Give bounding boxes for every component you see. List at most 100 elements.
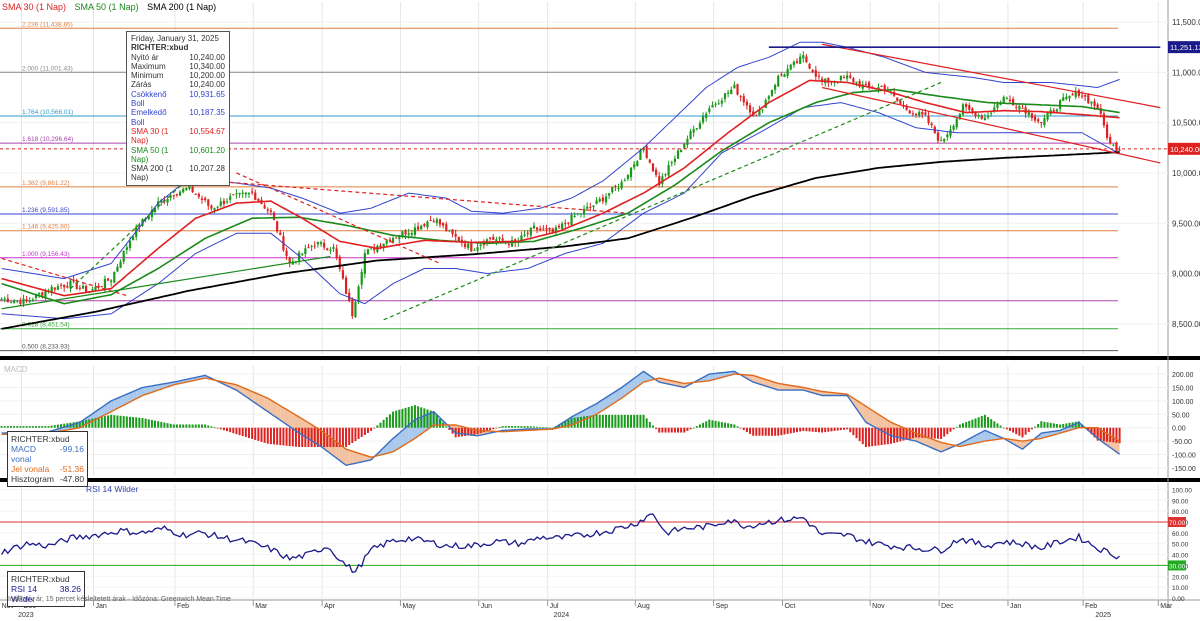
candle-body [229, 196, 231, 200]
candle-body [724, 93, 726, 99]
histogram-bar [1034, 427, 1036, 428]
candle-body [379, 245, 381, 247]
x-tick-label: May [402, 603, 416, 610]
x-tick-label: Jul [550, 603, 559, 610]
y-tick-label: 9,500.00 [1172, 219, 1200, 228]
histogram-bar [289, 428, 291, 446]
candle-body [357, 287, 359, 302]
histogram-bar [182, 424, 184, 427]
candle-body [855, 82, 857, 83]
candle-body [530, 228, 532, 236]
candle-body [953, 126, 955, 130]
histogram-bar [508, 426, 510, 428]
histogram-bar [990, 419, 992, 428]
histogram-bar [1028, 428, 1030, 432]
candle-body [649, 160, 651, 163]
y-tick-label: 10.00 [1172, 585, 1189, 592]
candle-body [320, 242, 322, 244]
histogram-bar [167, 423, 169, 428]
histogram-bar [492, 428, 494, 429]
histogram-bar [824, 428, 826, 432]
histogram-bar [893, 428, 895, 443]
candle-body [129, 241, 131, 248]
histogram-bar [752, 428, 754, 436]
candle-body [201, 198, 203, 200]
candle-body [220, 201, 222, 205]
candle-body [213, 208, 215, 210]
candle-body [182, 189, 184, 192]
candle-body [840, 76, 842, 80]
candle-body [248, 193, 250, 194]
candle-body [755, 115, 757, 116]
histogram-bar [658, 428, 660, 433]
candle-body [317, 242, 319, 244]
candle-body [602, 198, 604, 202]
histogram-bar [104, 416, 106, 428]
candle-body [812, 70, 814, 72]
candle-body [580, 213, 582, 214]
macd-box-label: MACD vonal [11, 444, 54, 464]
candle-body [599, 199, 601, 201]
histogram-bar [204, 424, 206, 427]
histogram-bar [439, 419, 441, 428]
candle-body [426, 222, 428, 227]
candle-body [630, 168, 632, 177]
histogram-bar [270, 428, 272, 444]
candle-body [433, 221, 435, 222]
histogram-bar [859, 428, 861, 441]
histogram-bar [762, 428, 764, 436]
histogram-bar [1112, 428, 1114, 443]
candle-body [1021, 108, 1023, 109]
candle-body [66, 286, 68, 287]
histogram-bar [928, 428, 930, 438]
candle-body [1059, 100, 1061, 109]
histogram-bar [257, 428, 259, 441]
histogram-bar [1012, 428, 1014, 433]
histogram-bar [527, 426, 529, 428]
fib-level-label: 1.764 (10,566.01) [22, 109, 73, 116]
legend-item-sma200[interactable]: SMA 200 (1 Nap) [147, 2, 216, 12]
histogram-bar [264, 428, 266, 443]
histogram-bar [805, 428, 807, 431]
histogram-bar [16, 426, 18, 428]
histogram-bar [1, 426, 3, 428]
candle-body [1103, 114, 1105, 126]
candle-body [232, 194, 234, 195]
histogram-bar [223, 428, 225, 431]
histogram-bar [783, 428, 785, 435]
candle-body [558, 226, 560, 228]
candle-body [539, 229, 541, 230]
candle-body [13, 301, 15, 303]
histogram-bar [245, 428, 247, 437]
histogram-bar [314, 428, 316, 447]
candle-body [270, 210, 272, 212]
legend-item-sma50[interactable]: SMA 50 (1 Nap) [75, 2, 139, 12]
histogram-bar [599, 415, 601, 428]
x-tick-label: Nov [872, 603, 885, 610]
x-tick-label: Jan [96, 603, 107, 610]
tooltip-value: 10,240.00 [189, 80, 225, 89]
histogram-bar [1050, 423, 1052, 428]
macd-box-row: Jel vonala-51.36 [11, 464, 84, 474]
trendline [822, 87, 1160, 162]
x-tick-label: Feb [1085, 603, 1097, 610]
candle-body [777, 76, 779, 87]
candle-body [91, 289, 93, 290]
histogram-bar [120, 416, 122, 428]
signal-line [2, 374, 1120, 457]
candle-body [774, 85, 776, 90]
candle-body [29, 300, 31, 302]
tooltip-date: Friday, January 31, 2025 [131, 34, 225, 43]
candle-body [7, 299, 9, 303]
x-tick-label: Jun [481, 603, 492, 610]
fib-level-label: 1.236 (9,591.85) [22, 207, 70, 214]
candle-body [949, 130, 951, 136]
histogram-bar [724, 423, 726, 428]
y-tick-label: 90.00 [1172, 498, 1189, 505]
histogram-bar [837, 428, 839, 431]
legend-item-sma30[interactable]: SMA 30 (1 Nap) [2, 2, 66, 12]
candle-body [345, 278, 347, 294]
